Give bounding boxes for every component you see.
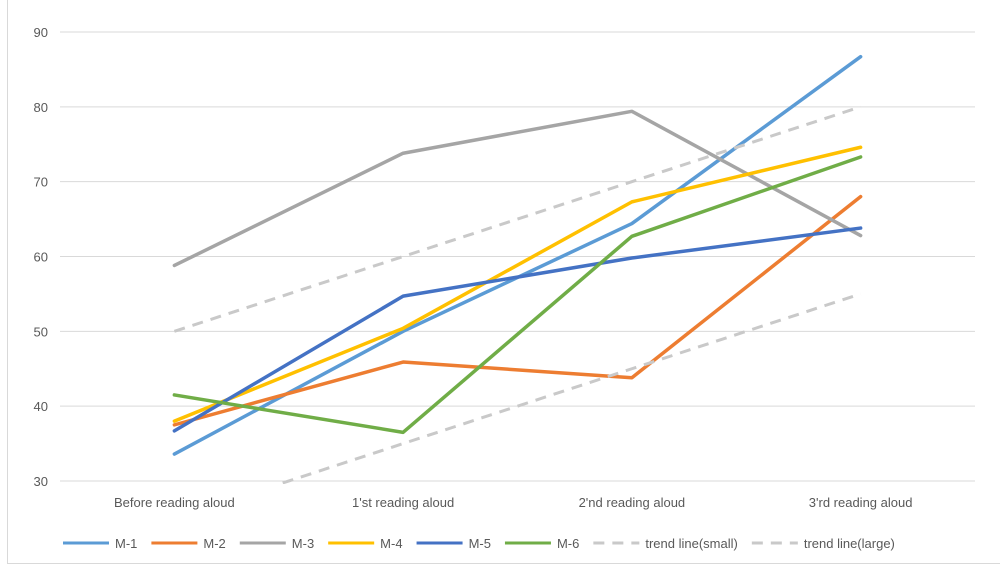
x-tick-label: 3'rd reading aloud — [809, 495, 913, 510]
chart-frame — [7, 0, 1000, 564]
series-lines — [172, 54, 863, 484]
legend-label-m-2: M-2 — [203, 536, 225, 551]
x-tick-label: 1'st reading aloud — [352, 495, 454, 510]
y-tick-label: 80 — [34, 100, 48, 115]
legend-label-trend-line-large: trend line(large) — [804, 536, 895, 551]
y-tick-label: 70 — [34, 175, 48, 190]
series-line-m-5 — [172, 226, 863, 433]
legend-label-m-1: M-1 — [115, 536, 137, 551]
legend: M-1 M-2 M-3 M-4 M-5 M-6 trend line(small) trend… — [63, 536, 895, 551]
series-line-trend-line-small — [274, 292, 862, 484]
legend-label-m-6: M-6 — [557, 536, 579, 551]
y-tick-label: 50 — [34, 324, 48, 339]
series-line-trend-line-large — [173, 105, 862, 333]
y-tick-label: 30 — [34, 474, 48, 489]
y-tick-label: 60 — [34, 250, 48, 265]
legend-label-trend-line-small: trend line(small) — [645, 536, 737, 551]
series-line-m-2 — [172, 194, 863, 427]
legend-label-m-3: M-3 — [292, 536, 314, 551]
series-line-m-1 — [172, 54, 863, 456]
legend-label-m-5: M-5 — [469, 536, 491, 551]
series-line-m-6 — [172, 155, 863, 435]
legend-label-m-4: M-4 — [380, 536, 402, 551]
x-tick-label: Before reading aloud — [114, 495, 235, 510]
x-axis-ticks: Before reading aloud 1'st reading aloud 2'… — [114, 495, 912, 510]
series-line-m-4 — [172, 145, 863, 423]
y-tick-label: 40 — [34, 399, 48, 414]
y-axis-ticks: 30 40 50 60 70 80 90 — [34, 25, 48, 489]
x-tick-label: 2'nd reading aloud — [579, 495, 686, 510]
y-tick-label: 90 — [34, 25, 48, 40]
